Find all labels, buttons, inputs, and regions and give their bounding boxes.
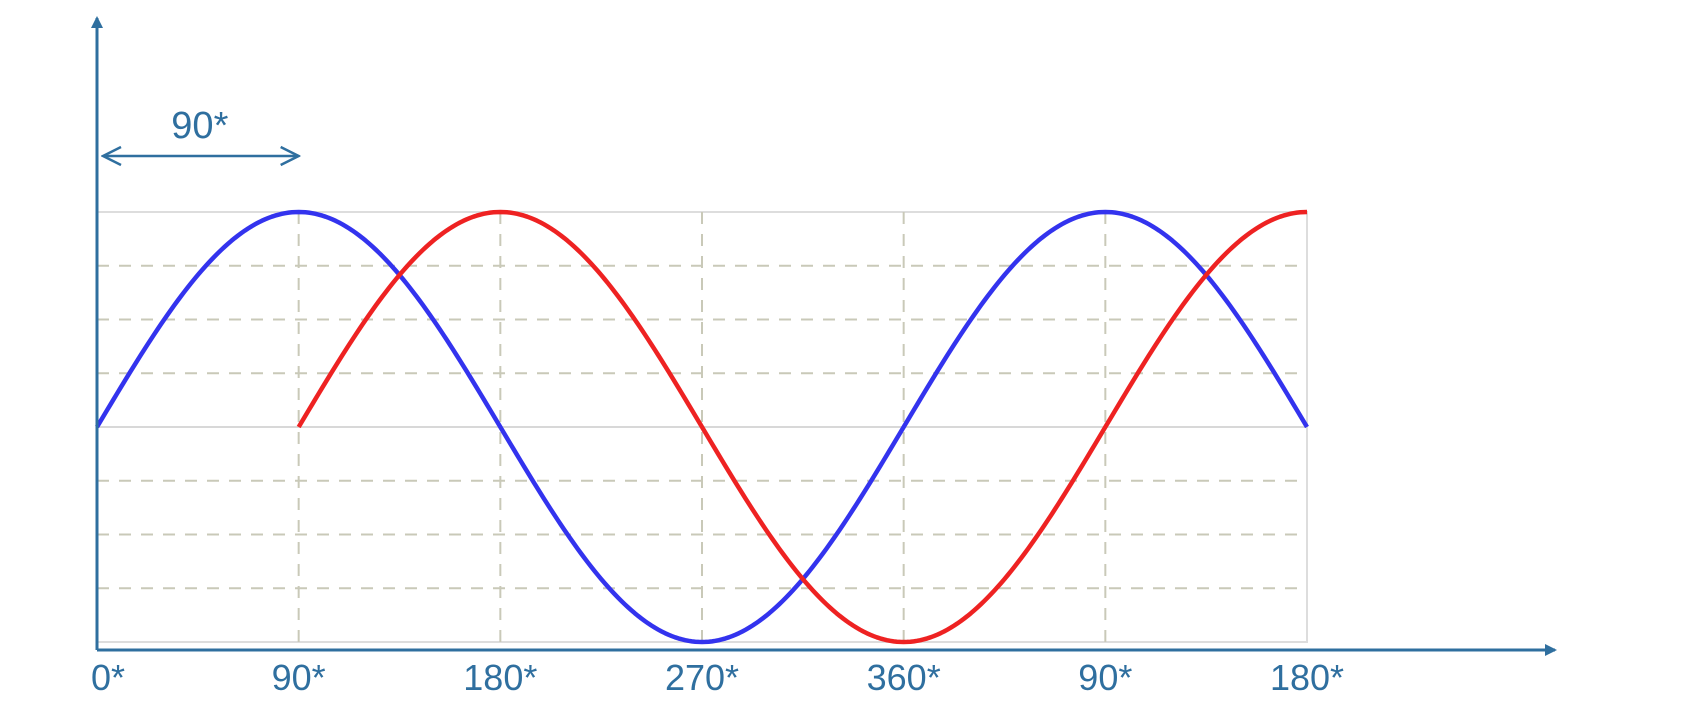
phase-shift-label: 90*: [171, 105, 228, 147]
series-line-blue: [95, 209, 1309, 645]
x-tick-label: 90*: [1078, 657, 1132, 698]
x-tick-label: 0*: [91, 657, 125, 698]
x-tick-label: 90*: [272, 657, 326, 698]
x-tick-label: 180*: [463, 657, 537, 698]
x-tick-label: 270*: [665, 657, 739, 698]
x-tick-label: 180*: [1270, 657, 1344, 698]
series-line-red: [296, 209, 1308, 645]
x-tick-label: 360*: [867, 657, 941, 698]
axes: [91, 16, 1557, 656]
tick-labels: 0* 90* 180* 270* 360* 90* 180*: [91, 657, 1344, 698]
phase-annotation: 90*: [103, 105, 299, 156]
series-lines: [95, 209, 1309, 645]
